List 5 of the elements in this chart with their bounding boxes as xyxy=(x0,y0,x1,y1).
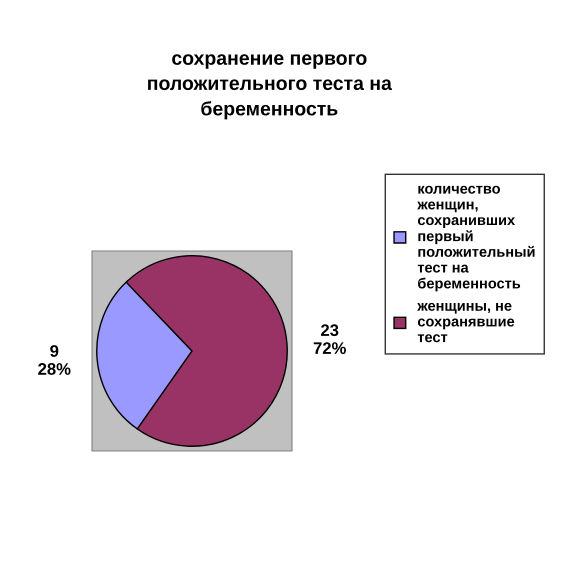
chart-title: сохранение первого положительного теста на беременность xyxy=(148,54,392,120)
legend-label: количество женщин, сохранивших первый положительный тест на беременность xyxy=(417,186,534,292)
legend-label: женщины, не сохранявшие тест xyxy=(417,302,514,342)
data-label: 9 28% xyxy=(38,345,71,375)
data-label: 23 72% xyxy=(314,324,346,354)
